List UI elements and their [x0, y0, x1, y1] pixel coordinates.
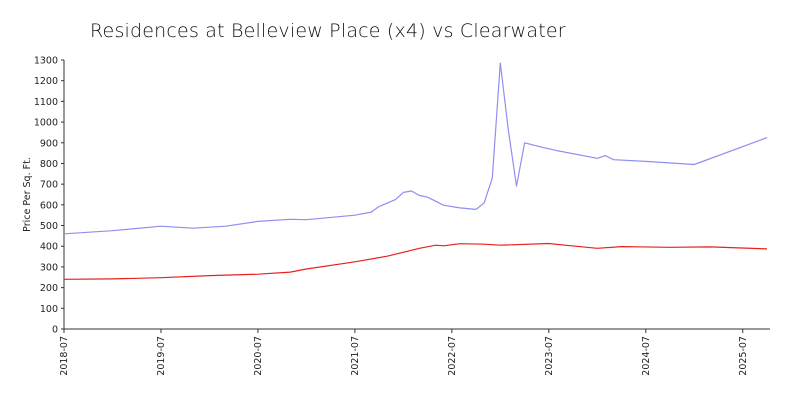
y-tick-label: 1300	[34, 56, 58, 67]
x-tick-label: 2024-07	[641, 336, 652, 376]
y-axis-label: Price Per Sq. Ft.	[22, 157, 33, 232]
y-tick-label: 500	[40, 221, 58, 232]
y-tick-label: 1000	[34, 118, 58, 129]
series-line-2	[63, 242, 768, 280]
x-tick-label: 2025-07	[738, 336, 749, 376]
y-tick-label: 600	[40, 200, 58, 211]
x-tick-label: 2023-07	[544, 336, 555, 376]
y-tick-label: 300	[40, 262, 58, 273]
x-tick-label: 2018-07	[59, 336, 70, 376]
y-tick-label: 100	[40, 304, 58, 315]
y-tick-label: 1100	[34, 97, 58, 108]
y-tick-label: 700	[40, 180, 58, 191]
y-tick-label: 800	[40, 159, 58, 170]
y-tick-label: 1200	[34, 76, 58, 87]
x-tick-label: 2019-07	[156, 336, 167, 376]
y-tick-label: 900	[40, 138, 58, 149]
y-tick-label: 0	[52, 325, 58, 336]
series-line-1	[63, 62, 768, 235]
x-tick-label: 2020-07	[253, 336, 264, 376]
y-tick-label: 400	[40, 242, 58, 253]
x-tick-label: 2022-07	[447, 336, 458, 376]
x-tick-label: 2021-07	[350, 336, 361, 376]
y-tick-label: 200	[40, 283, 58, 294]
chart-title: Residences at Belleview Place (x4) vs Cl…	[90, 20, 566, 42]
